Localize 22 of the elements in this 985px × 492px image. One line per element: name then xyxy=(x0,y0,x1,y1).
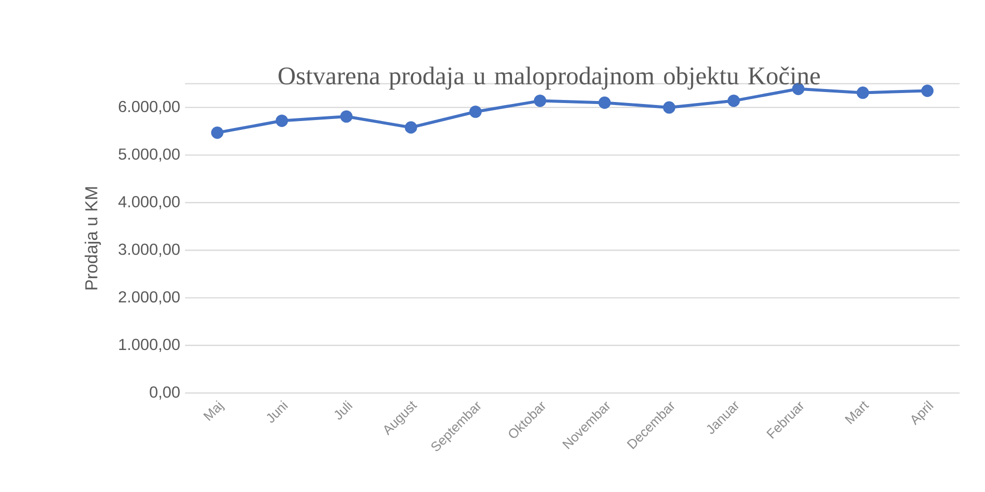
point xyxy=(469,106,482,118)
point xyxy=(211,126,224,139)
point xyxy=(598,96,611,109)
point xyxy=(276,114,288,127)
point xyxy=(663,101,676,114)
y-tick-label: 6.000,00 xyxy=(118,100,180,114)
point xyxy=(340,110,353,123)
point xyxy=(921,84,934,97)
y-tick-label: 2.000,00 xyxy=(118,291,180,304)
point xyxy=(534,94,546,107)
point xyxy=(728,94,740,107)
y-tick-label: 5.000,00 xyxy=(118,148,180,162)
y-axis-title: Prodaja u KM xyxy=(84,187,101,290)
chart-title: Ostvarena prodaja u maloprodajnom objektu Kočine xyxy=(278,66,820,90)
y-tick-label: 3.000,00 xyxy=(118,244,180,257)
point xyxy=(404,121,418,134)
point xyxy=(856,86,869,99)
y-tick-label: 0,00 xyxy=(150,386,180,400)
x-tick-label: Maj xyxy=(203,400,225,421)
y-tick-label: 4.000,00 xyxy=(118,196,180,210)
y-tick-label: 1.000,00 xyxy=(119,338,180,352)
x-tick-label: Juli xyxy=(334,400,353,420)
